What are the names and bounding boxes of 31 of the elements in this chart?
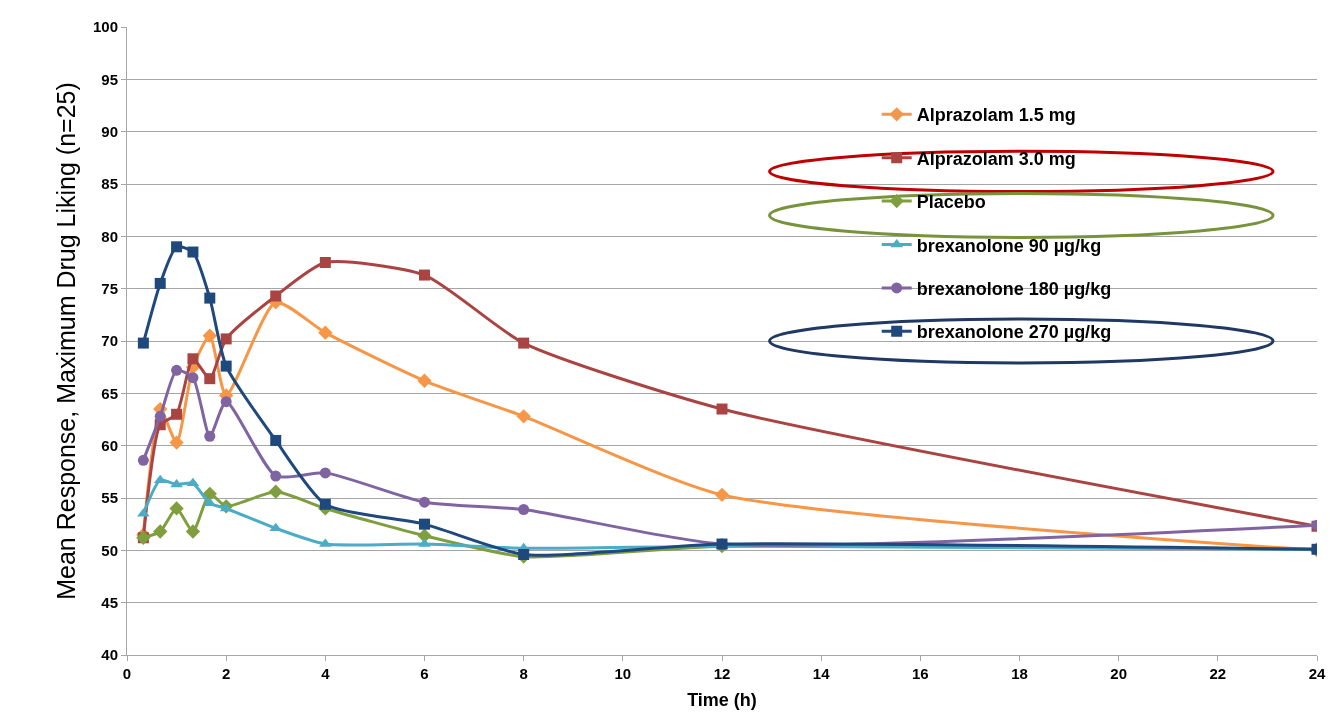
y-tick-label: 95 (101, 70, 118, 88)
x-tick-label: 4 (321, 665, 331, 682)
x-tick-label: 8 (519, 665, 528, 682)
x-axis-title: Time (h) (687, 690, 757, 711)
x-tick-label: 2 (222, 665, 231, 682)
x-tick-label: 0 (122, 665, 132, 682)
legend-label: Alprazolam 3.0 mg (916, 148, 1076, 169)
y-tick-label: 40 (101, 646, 118, 664)
x-tick-label: 10 (614, 665, 632, 682)
y-axis-title: Mean Response, Maximum Drug Liking (n=25) (51, 82, 80, 600)
y-tick-label: 65 (101, 384, 118, 402)
y-tick-label: 55 (101, 489, 118, 507)
y-tick-label: 60 (101, 436, 118, 454)
legend-label: Alprazolam 1.5 mg (916, 105, 1076, 126)
legend-label: Placebo (916, 192, 986, 213)
x-tick-label: 16 (911, 665, 929, 682)
x-tick-label: 14 (812, 665, 831, 682)
x-tick-label: 22 (1209, 665, 1227, 682)
x-tick-label: 6 (420, 665, 429, 682)
x-tick-label: 12 (713, 665, 731, 682)
y-tick-label: 100 (92, 18, 118, 36)
y-tick-label: 75 (101, 279, 118, 297)
y-tick-label: 80 (101, 227, 118, 245)
x-tick-label: 24 (1308, 665, 1326, 682)
y-tick-label: 45 (101, 593, 118, 611)
y-tick-label: 70 (101, 332, 118, 350)
x-tick-label: 20 (1110, 665, 1128, 682)
y-tick-label: 90 (101, 122, 118, 140)
x-tick-label: 18 (1011, 665, 1028, 682)
y-tick-label: 50 (101, 541, 118, 559)
y-tick-label: 85 (101, 175, 118, 193)
